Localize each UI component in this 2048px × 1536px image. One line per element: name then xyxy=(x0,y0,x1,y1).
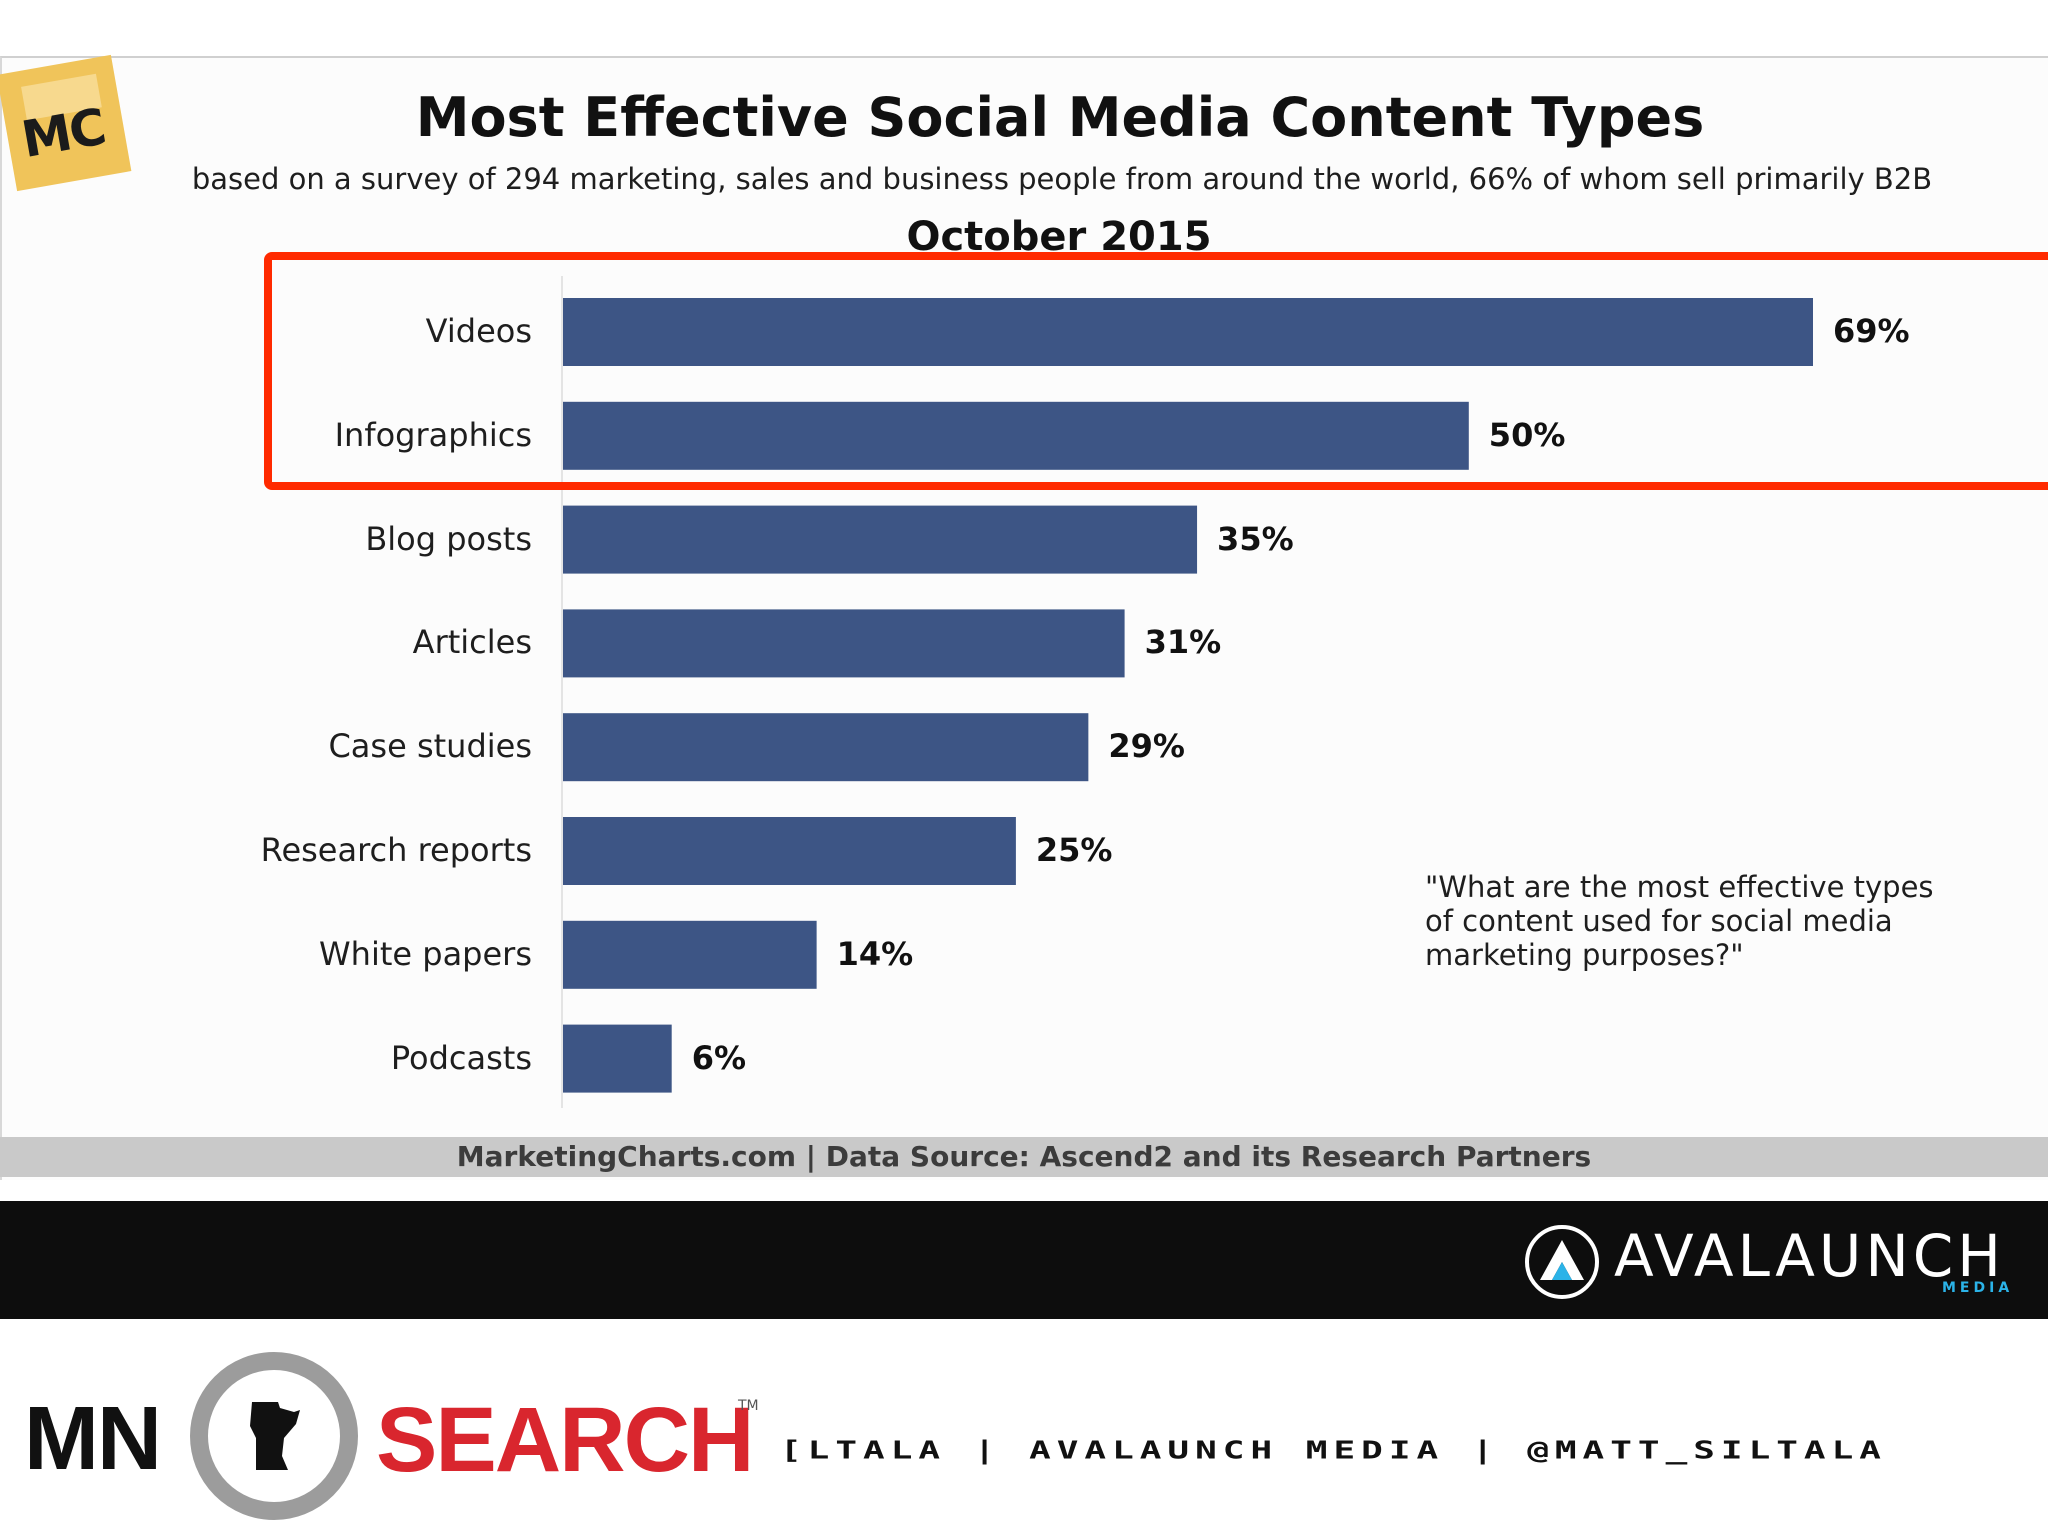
source-credit-bar: MarketingCharts.com | Data Source: Ascen… xyxy=(0,1137,2048,1177)
bar-research-reports xyxy=(563,817,1016,885)
value-label: 69% xyxy=(1833,312,1910,350)
value-label: 25% xyxy=(1035,831,1113,869)
mnsearch-logo-search: SEARCH xyxy=(376,1389,754,1491)
avalaunch-wordmark: AVALAUNCH xyxy=(1614,1222,2005,1290)
bar-infographics xyxy=(563,401,1469,470)
category-label: Research reports xyxy=(260,831,532,869)
bar-blog-posts xyxy=(563,505,1198,574)
category-label: Videos xyxy=(425,312,532,350)
bar-podcasts xyxy=(563,1024,672,1093)
category-label: Blog posts xyxy=(365,519,532,558)
avalaunch-logo: AVALAUNCH MEDIA xyxy=(1522,1222,2022,1302)
category-label: Case studies xyxy=(328,727,532,766)
category-label: Infographics xyxy=(334,415,532,454)
bar-case-studies xyxy=(563,713,1089,782)
chart-subtitle: based on a survey of 294 marketing, sale… xyxy=(191,162,1933,196)
bar-white-papers xyxy=(563,920,817,989)
bar-videos xyxy=(563,298,1813,366)
survey-question-annotation: "What are the most effective types of co… xyxy=(1425,870,1934,972)
bar-articles xyxy=(563,609,1125,678)
category-label: White papers xyxy=(319,934,532,973)
avalaunch-mountain-icon xyxy=(1525,1225,1599,1299)
value-label: 6% xyxy=(691,1038,747,1077)
trademark-mark: TM xyxy=(738,1398,759,1414)
value-label: 35% xyxy=(1217,519,1294,558)
value-label: 50% xyxy=(1488,415,1566,454)
bar-chart xyxy=(563,298,1813,1093)
highlight-box xyxy=(264,252,2048,490)
category-label: Articles xyxy=(412,623,532,662)
value-label: 31% xyxy=(1144,623,1222,662)
mnsearch-logo: MN SEARCH TM xyxy=(24,1346,764,1526)
category-axis-line xyxy=(561,276,563,1108)
footer-credits: [LTALA | AVALAUNCH MEDIA | @MATT_SILTALA xyxy=(780,1436,1887,1465)
mnsearch-logo-mn: MN xyxy=(24,1389,162,1489)
chart-title: Most Effective Social Media Content Type… xyxy=(415,86,1705,149)
avalaunch-media-label: MEDIA xyxy=(1942,1280,2014,1296)
value-label: 29% xyxy=(1108,727,1185,766)
value-label: 14% xyxy=(836,934,914,973)
black-footer-band xyxy=(0,1201,2048,1319)
category-label: Podcasts xyxy=(390,1038,532,1077)
minnesota-state-icon xyxy=(190,1352,358,1520)
